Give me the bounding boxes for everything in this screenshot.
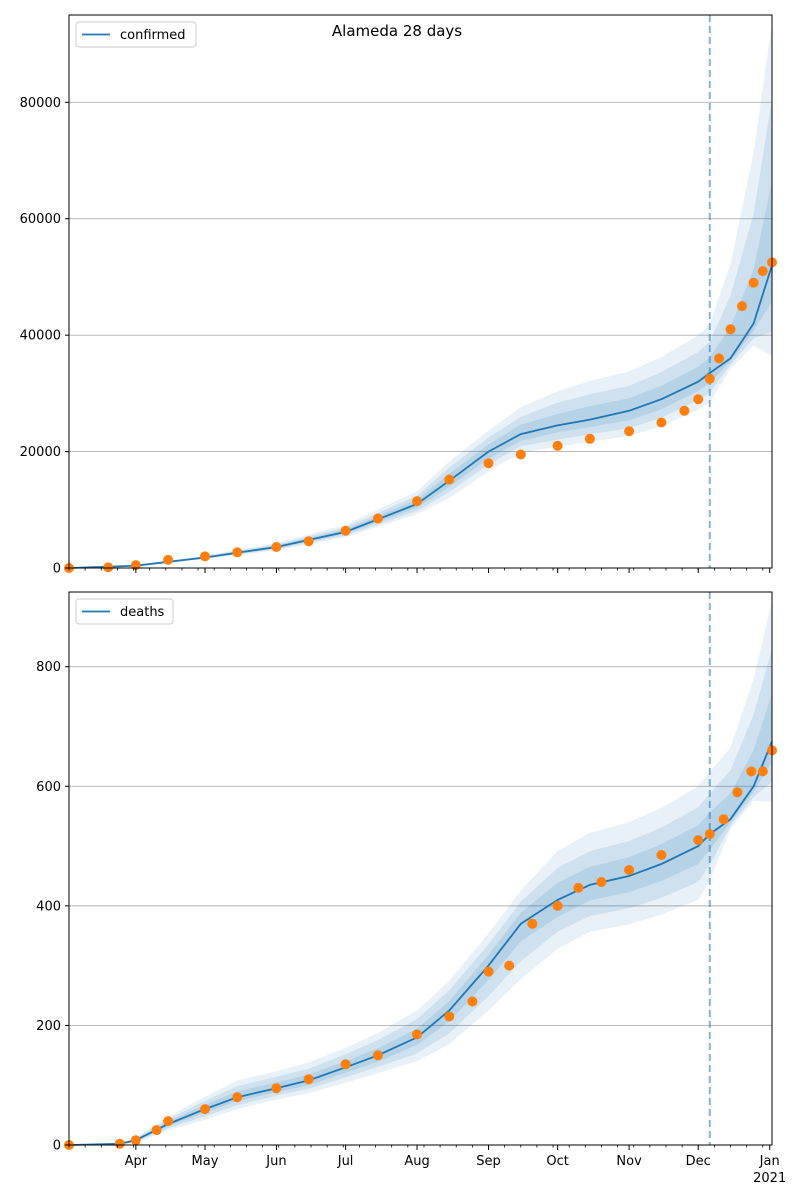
data-point: [748, 277, 759, 288]
data-point: [271, 542, 282, 552]
data-point: [163, 1116, 174, 1127]
data-point: [693, 835, 704, 846]
x-tick-label: Jul: [337, 1154, 354, 1169]
uncertainty-band: [69, 23, 772, 569]
deaths-panel: 0 200 400 600 800 Apr May Jun Jul Aug Sep Oct Nov Dec…: [36, 591, 786, 1186]
data-point: [467, 996, 478, 1007]
data-point: [718, 814, 729, 825]
data-point: [704, 829, 715, 840]
y-tick-label: 0: [53, 562, 61, 577]
data-point: [483, 458, 494, 469]
data-point: [412, 1029, 422, 1040]
y-tick-label: 800: [36, 660, 61, 675]
data-point: [573, 882, 584, 893]
y-tick-label: 200: [36, 1019, 61, 1034]
confirmed-panel: 0 20000 40000 60000 80000 confirmed: [20, 14, 777, 577]
data-point: [130, 1135, 141, 1146]
y-tick-label: 600: [36, 780, 61, 795]
data-point: [200, 551, 210, 562]
data-point: [596, 877, 607, 887]
data-point: [624, 865, 635, 875]
uncertainty-band: [69, 648, 772, 1145]
data-point: [444, 1011, 455, 1022]
chart-title: Alameda 28 days: [332, 22, 462, 40]
data-point: [412, 496, 422, 507]
y-tick-label: 0: [53, 1139, 61, 1154]
data-point: [151, 1125, 162, 1136]
x-tick-label: Oct: [546, 1154, 568, 1169]
data-point: [372, 513, 383, 524]
data-point: [163, 554, 174, 565]
axes-frame: [68, 591, 773, 1146]
x-tick-label: Dec: [686, 1154, 711, 1169]
data-point: [483, 966, 494, 977]
data-point: [114, 1138, 125, 1149]
x-tick-label: Jun: [265, 1154, 286, 1169]
data-point: [746, 766, 757, 777]
y-tick-label: 60000: [20, 212, 61, 227]
data-point: [504, 960, 515, 971]
data-point: [656, 417, 667, 428]
data-point: [714, 353, 724, 364]
x-year-label: 2021: [753, 1171, 786, 1186]
x-tick-label: May: [192, 1154, 219, 1169]
data-point: [232, 547, 243, 558]
data-point: [271, 1083, 282, 1094]
data-point: [552, 900, 563, 911]
series-line-deaths: [68, 741, 773, 1146]
legend-label: confirmed: [120, 28, 186, 43]
data-point: [679, 405, 690, 416]
data-point: [340, 525, 351, 536]
legend: deaths: [75, 598, 174, 625]
legend-box: [75, 598, 174, 625]
data-point: [303, 536, 314, 547]
data-point: [527, 918, 538, 929]
x-tick-label: Nov: [616, 1154, 642, 1169]
axes-frame: [68, 14, 773, 569]
data-point: [737, 301, 747, 312]
x-tick-label: Aug: [404, 1154, 429, 1169]
data-point: [584, 433, 595, 444]
y-tick-label: 20000: [20, 445, 61, 460]
x-tick-label: Sep: [476, 1154, 501, 1169]
data-point: [656, 850, 667, 860]
legend: confirmed: [75, 21, 197, 48]
data-point: [704, 373, 715, 384]
data-point: [372, 1050, 383, 1061]
data-point: [757, 266, 768, 277]
data-point: [732, 787, 743, 798]
data-point: [303, 1074, 314, 1085]
data-point: [340, 1059, 351, 1070]
x-tick-label: Apr: [125, 1154, 148, 1169]
series-line-confirmed: [68, 265, 773, 569]
data-point: [552, 440, 563, 451]
data-point: [200, 1104, 210, 1115]
y-tick-label: 80000: [20, 96, 61, 111]
data-point: [232, 1092, 243, 1103]
y-tick-label: 400: [36, 899, 61, 914]
data-point: [103, 562, 114, 573]
data-point: [693, 394, 704, 405]
data-point: [515, 449, 526, 460]
data-point: [725, 324, 736, 335]
data-point: [624, 426, 635, 437]
legend-box: [75, 21, 197, 48]
x-tick-label: Jan: [759, 1154, 780, 1169]
y-tick-label: 40000: [20, 329, 61, 344]
uncertainty-band: [69, 693, 772, 1145]
data-point: [444, 474, 455, 485]
legend-label: deaths: [120, 605, 165, 620]
data-point: [757, 766, 768, 777]
